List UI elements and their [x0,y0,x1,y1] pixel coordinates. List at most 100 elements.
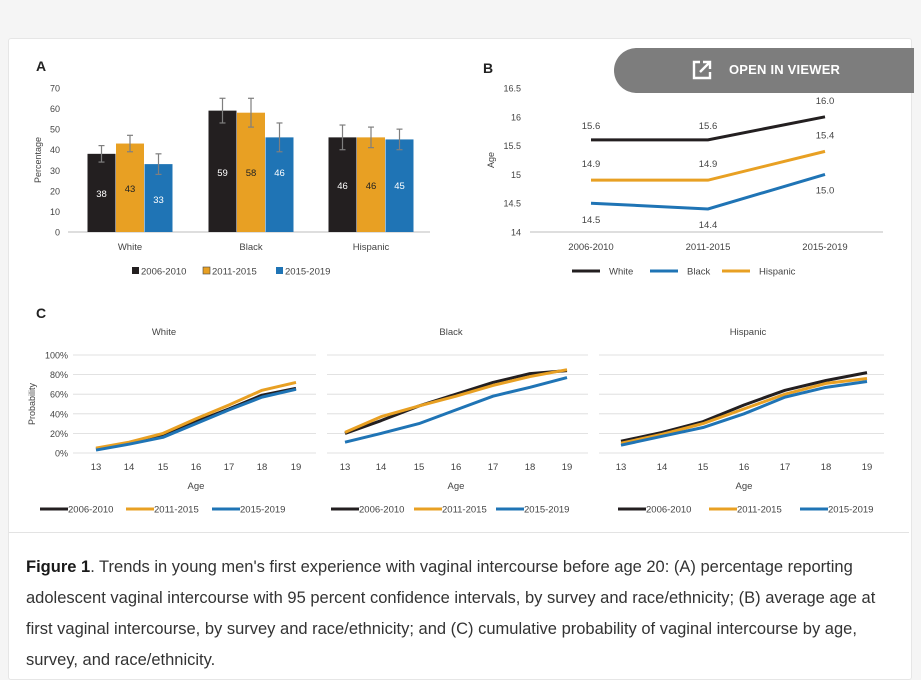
open-in-viewer-button[interactable]: OPEN IN VIEWER [614,48,914,93]
panel-a-category-label: Black [239,242,262,253]
panel-a-bar [357,137,385,232]
panel-a-ytick: 50 [50,125,60,135]
panel-b-data-label: 16.0 [816,96,835,107]
panel-b-series-line [590,172,826,211]
panel-b-data-label: 15.4 [816,130,835,141]
panel-a-ytick: 30 [50,166,60,176]
panel-c-ytick: 60% [50,390,68,400]
panel-a-data-label: 45 [394,181,405,192]
panel-c-series-line [95,387,297,452]
figure-card [8,38,912,680]
panel-a-data-label: 33 [153,195,164,206]
panel-b-xtick: 2011-2015 [686,242,731,253]
panel-a-ytick: 0 [55,228,60,238]
panel-b-data-label: 14.4 [699,220,718,231]
panel-b-data-label: 15.6 [699,121,718,132]
figure-panels: A 0 10 20 30 40 50 60 70 Percentage White 38 43 33 Bla… [27,58,884,516]
panel-b-data-label: 14.5 [582,215,601,226]
panel-a-bar [237,112,265,232]
panel-c-legend-label: 2011-2015 [442,505,487,516]
panel-b-letter: B [483,60,493,76]
figure-caption: Figure 1. Trends in young men's first ex… [26,552,886,676]
panel-c-ytick: 80% [50,370,68,380]
panel-c-xlabel: Age [188,481,205,492]
panel-c-series-line [344,368,568,434]
panel-b-ytick: 15.5 [503,141,521,151]
panel-b-data-label: 14.9 [582,159,601,170]
panel-a-ylabel: Percentage [33,137,43,183]
panel-c-series-line [620,377,868,445]
panel-c-xlabel: Age [736,481,753,492]
panel-a-ytick: 70 [50,84,60,94]
panel-a-category-label: Hispanic [353,242,390,253]
panel-c-xtick: 18 [257,462,268,473]
panel-c-xtick: 15 [158,462,169,473]
panel-c-xtick: 14 [124,462,135,473]
panel-c-xtick: 18 [821,462,832,473]
panel-a-ytick: 10 [50,207,60,217]
panel-c-ytick: 20% [50,429,68,439]
panel-c-xtick: 19 [291,462,302,473]
panel-c-xtick: 17 [780,462,791,473]
panel-a-bar [328,137,357,232]
panel-b-xtick: 2006-2010 [568,242,613,253]
panel-c-xtick: 13 [91,462,102,473]
panel-c-subplot-title: Black [439,327,462,338]
panel-a-bar [208,110,237,232]
panel-a-letter: A [36,58,46,74]
panel-a-legend-label: 2011-2015 [212,267,257,278]
panel-c-subplot-title: Hispanic [730,327,767,338]
panel-c-series-line [95,380,297,450]
panel-a-data-label: 43 [125,184,136,195]
panel-c-ytick: 100% [45,351,68,361]
panel-c-xtick: 16 [739,462,750,473]
panel-b-xtick: 2015-2019 [802,242,847,253]
panel-c-xtick: 16 [191,462,202,473]
panel-c-xtick: 14 [657,462,668,473]
caption-text: . Trends in young men's first experience… [26,558,876,669]
caption-label: Figure 1 [26,558,91,576]
panel-c-legend-label: 2011-2015 [737,505,782,516]
panel-c-xtick: 15 [414,462,425,473]
panel-c-legend-label: 2011-2015 [154,505,199,516]
panel-a-data-label: 46 [366,181,377,192]
panel-a-data-label: 38 [96,189,107,200]
panel-c-series-line [620,371,868,443]
panel-c-xlabel: Age [448,481,465,492]
open-in-viewer-label: OPEN IN VIEWER [729,62,841,77]
panel-c-letter: C [36,305,46,321]
panel-c-series-line [344,376,568,444]
open-external-icon [692,60,712,85]
panel-c-xtick: 19 [862,462,873,473]
panel-b-data-label: 15.0 [816,185,835,196]
caption-divider [9,532,909,533]
panel-a-data-label: 58 [246,168,257,179]
panel-a-legend-swatch [132,267,139,274]
panel-a-ytick: 60 [50,104,60,114]
panel-b-data-label: 14.9 [699,159,718,170]
panel-c-ytick: 40% [50,409,68,419]
panel-c-legend-label: 2006-2010 [646,505,691,516]
panel-a-legend-label: 2015-2019 [285,267,330,278]
panel-c-legend-label: 2015-2019 [828,505,873,516]
panel-a-legend-swatch [202,266,211,275]
panel-a-bar [87,153,116,232]
panel-c-xtick: 18 [525,462,536,473]
panel-c-series-line [344,369,568,435]
panel-a-legend-label: 2006-2010 [141,267,186,278]
panel-c-xtick: 14 [376,462,387,473]
panel-a-bar [385,139,414,232]
panel-c-xtick: 13 [340,462,351,473]
panel-b-ytick: 16.5 [503,84,521,94]
panel-c-xtick: 17 [224,462,235,473]
panel-c-xtick: 19 [562,462,573,473]
panel-a-data-label: 46 [274,168,285,179]
panel-b-data-label: 15.6 [582,121,601,132]
panel-c-xtick: 16 [451,462,462,473]
panel-a-legend-swatch [276,267,283,274]
panel-c-series-line [620,379,868,447]
panel-a-data-label: 59 [217,168,228,179]
panel-a-category-label: White [118,242,142,253]
panel-c-ytick: 0% [55,449,68,459]
panel-a-bar [144,164,173,232]
